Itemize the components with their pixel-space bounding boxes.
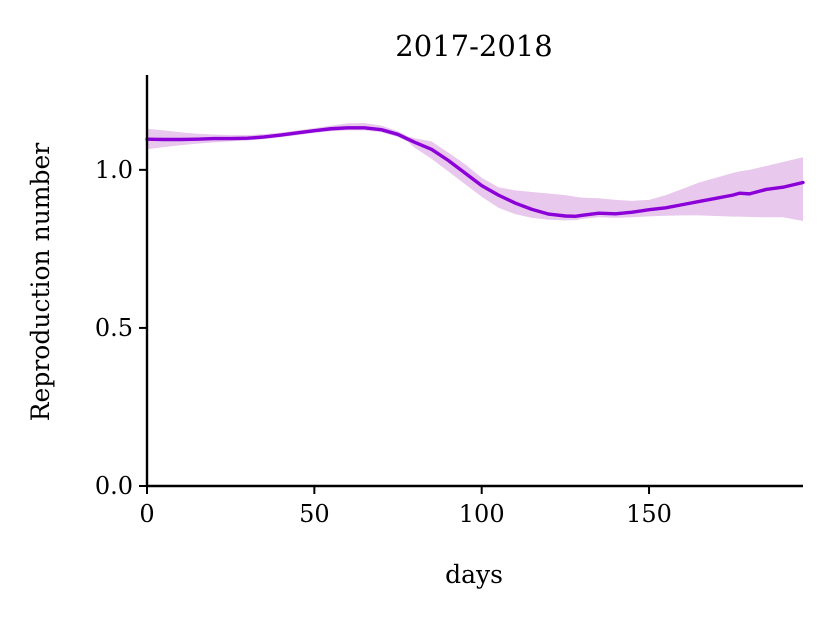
y-axis-ticks: 0.0 0.5 1.0	[95, 156, 147, 500]
x-axis-ticks: 0 50 100 150	[139, 486, 672, 528]
series-line	[145, 126, 805, 219]
y-axis-title: Reproduction number	[26, 143, 55, 422]
chart-title: 2017-2018	[395, 29, 552, 63]
x-axis-title: days	[445, 560, 503, 589]
confidence-band	[147, 123, 803, 222]
x-tick-label: 150	[626, 500, 672, 528]
plot-area	[145, 123, 805, 222]
x-tick-label: 50	[299, 500, 330, 528]
x-tick-label: 100	[459, 500, 505, 528]
y-tick-label: 0.0	[95, 472, 133, 500]
x-tick-label: 0	[139, 500, 154, 528]
y-tick-label: 1.0	[95, 156, 133, 184]
y-tick-label: 0.5	[95, 314, 133, 342]
